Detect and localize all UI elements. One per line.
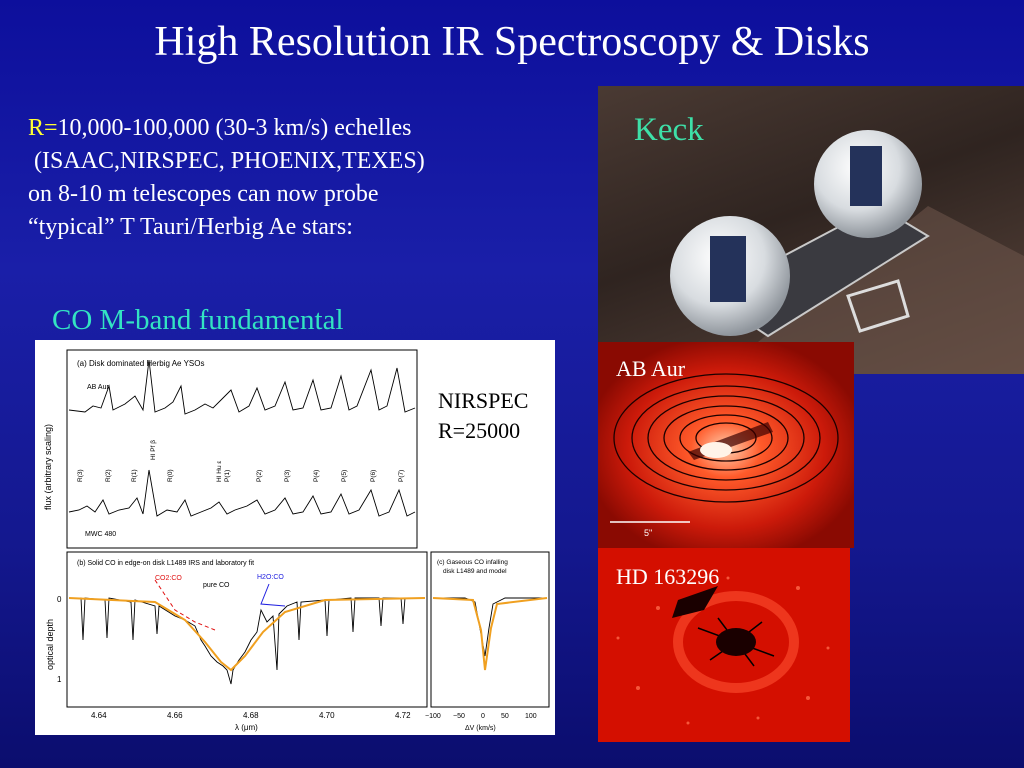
intro-line-2: (ISAAC,NIRSPEC, PHOENIX,TEXES) [28,148,425,175]
x-axis-ticks-b: 4.64 4.66 4.68 4.70 4.72 [91,711,411,720]
intro-text: R=10,000-100,000 (30-3 km/s) echelles (I… [28,112,425,244]
slide-title: High Resolution IR Spectroscopy & Disks [154,19,870,65]
hd-163296-image [598,548,850,742]
ab-aur-spectrum [68,359,416,415]
intro-line-1: 10,000-100,000 (30-3 km/s) echelles [57,115,412,141]
line-label: R(3) [77,469,84,482]
nirspec-line-2: R=25000 [438,417,521,443]
line-label: HI Hu ε [216,461,223,482]
xtick: 50 [501,713,509,720]
gas-model-curve [432,597,548,671]
star-mwc480-label: MWC 480 [85,531,116,538]
ytick-1: 1 [57,675,62,684]
panel-a-ylabel: flux (arbitrary scaling) [43,424,53,510]
resolution-prefix: R= [28,115,58,141]
ytick-0: 0 [57,595,62,604]
panel-b-xlabel: λ (μm) [235,723,258,732]
co-spectra-figure: (a) Disk dominated Herbig Ae YSOs AB Aur… [35,340,555,735]
intro-line-3: on 8-10 m telescopes can now probe [28,181,379,208]
lab-fit-curve [68,597,426,672]
pure-co-label: pure CO [203,582,230,589]
panel-c-title-1: (c) Gaseous CO infalling [437,559,508,566]
line-label: P(7) [398,470,405,482]
ab-aur-label: AB Aur [616,356,686,381]
co2co-label: CO2:CO [155,575,182,582]
xtick: −100 [425,713,441,720]
intro-line-4: “typical” T Tauri/Herbig Ae stars: [28,214,353,241]
h2oco-label: H2O:CO [257,574,284,581]
line-label: P(5) [341,470,348,482]
line-label: P(4) [313,470,320,482]
line-label: P(2) [256,470,263,482]
panel-c-xlabel: ΔV (km/s) [465,725,496,732]
xtick: 4.66 [167,711,183,720]
star-ab-aur-label: AB Aur [87,384,109,391]
xtick: 4.70 [319,711,335,720]
ab-aur-image: 5" [598,342,854,548]
panel-b-title: (b) Solid CO in edge-on disk L1489 IRS a… [77,560,254,567]
ab-aur-scale-label: 5" [644,528,652,538]
panel-a-title: (a) Disk dominated Herbig Ae YSOs [77,359,204,368]
mwc480-spectrum [68,469,416,517]
hd-163296-label: HD 163296 [616,564,720,589]
line-id-labels: R(3) R(2) R(1) HI Pf β R(0) HI Hu ε P(1)… [77,440,405,482]
line-label: R(2) [105,469,112,482]
xtick: 4.68 [243,711,259,720]
xtick: 0 [481,713,485,720]
l1489-spectrum [69,597,425,685]
keck-label: Keck [634,112,704,148]
x-axis-ticks-c: −100 −50 0 50 100 [425,713,537,720]
xtick: 100 [525,713,537,720]
co2co-component [154,579,216,631]
line-label: HI Pf β [150,440,157,460]
h2oco-component [260,583,286,607]
panel-b-ylabel: optical depth [45,619,55,670]
xtick: 4.72 [395,711,411,720]
line-label: R(0) [167,469,174,482]
line-label: P(6) [370,470,377,482]
panel-c-title-2: disk L1489 and model [443,568,507,575]
xtick: 4.64 [91,711,107,720]
nirspec-note: NIRSPEC R=25000 [438,386,528,446]
line-label: R(1) [131,469,138,482]
line-label: P(3) [284,470,291,482]
line-label: P(1) [224,470,231,482]
nirspec-line-1: NIRSPEC [438,388,529,413]
xtick: −50 [453,713,465,720]
keck-photo [598,86,1024,374]
l1489-gas-spectrum [433,597,547,657]
co-band-heading: CO M-band fundamental [52,304,344,336]
